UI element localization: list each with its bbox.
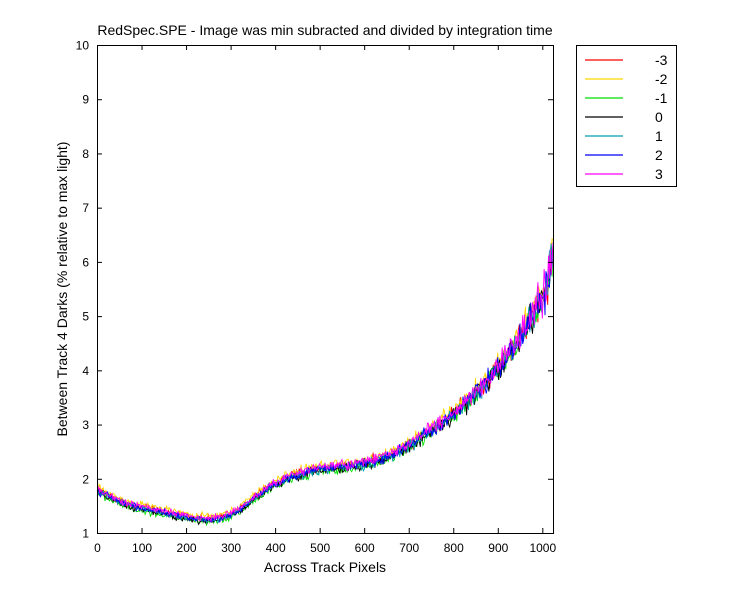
chart-title: RedSpec.SPE - Image was min subracted an…	[97, 22, 552, 38]
plot-area	[97, 45, 554, 534]
x-tick-label: 900	[488, 541, 508, 555]
x-tick-label: 100	[132, 541, 152, 555]
x-tick-label: 1000	[529, 541, 556, 555]
x-tick-label: 0	[94, 541, 101, 555]
y-tick-label: 4	[82, 364, 89, 378]
plot-frame	[97, 45, 554, 534]
y-tick-label: 1	[82, 527, 89, 541]
x-tick-label: 200	[177, 541, 197, 555]
legend-box	[576, 45, 677, 187]
y-tick-label: 10	[76, 39, 90, 53]
legend-label: 1	[655, 128, 663, 144]
y-axis-label: Between Track 4 Darks (% relative to max…	[54, 142, 70, 437]
y-tick-label: 9	[82, 93, 89, 107]
x-axis-label: Across Track Pixels	[264, 559, 386, 575]
series-line-0	[97, 259, 553, 526]
plot-background	[97, 45, 553, 533]
legend-item: -3	[585, 52, 668, 68]
legend-label: 2	[655, 147, 663, 163]
x-tick-label: 600	[355, 541, 375, 555]
series-layer	[97, 237, 553, 527]
legend-items: -3 -2 -1 0 1 2 3	[585, 52, 668, 182]
legend-item: -1	[585, 90, 668, 106]
legend-item: -2	[585, 71, 668, 87]
legend-label: 3	[655, 166, 663, 182]
y-tick-label: 8	[82, 147, 89, 161]
y-tick-label: 6	[82, 255, 89, 269]
legend-item: 0	[585, 109, 663, 125]
y-tick-label: 2	[82, 472, 89, 486]
x-tick-label: 800	[444, 541, 464, 555]
legend-label: -2	[655, 71, 668, 87]
x-tick-label: 300	[221, 541, 241, 555]
x-tick-label: 500	[310, 541, 330, 555]
legend-item: 3	[585, 166, 663, 182]
y-tick-label: 3	[82, 418, 89, 432]
legend-label: 0	[655, 109, 663, 125]
x-axis: 0 100 200 300 400 500 600 700 800 900 1000	[94, 45, 556, 555]
x-tick-label: 400	[266, 541, 286, 555]
y-axis: 1 2 3 4 5 6 7 8 9 10	[76, 39, 553, 541]
series-line-3	[97, 242, 553, 523]
x-tick-label: 700	[399, 541, 419, 555]
legend-item: 1	[585, 128, 663, 144]
legend-label: -1	[655, 90, 668, 106]
y-tick-label: 7	[82, 201, 89, 215]
y-tick-label: 5	[82, 310, 89, 324]
legend-label: -3	[655, 52, 668, 68]
legend: -3 -2 -1 0 1 2 3	[576, 45, 677, 187]
legend-item: 2	[585, 147, 663, 163]
